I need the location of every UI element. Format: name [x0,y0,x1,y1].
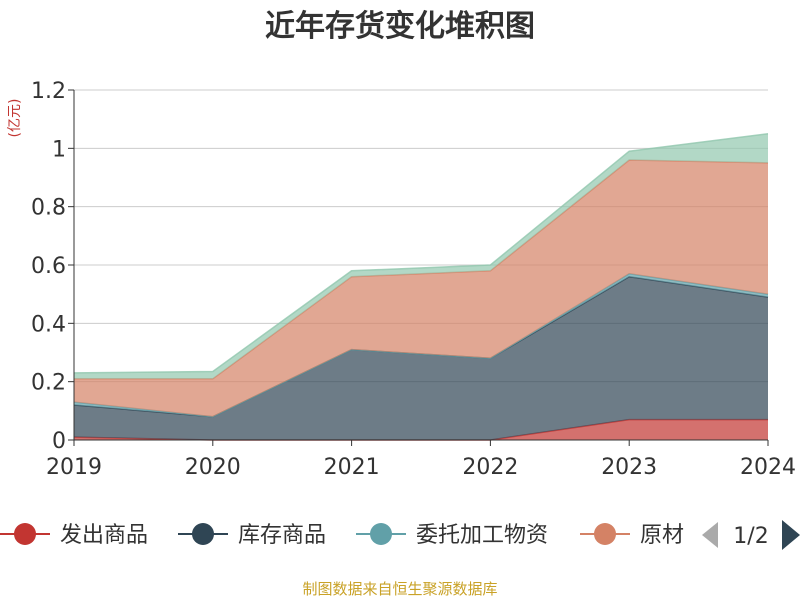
area-series [74,133,768,379]
y-tick-label: 0.4 [31,312,66,337]
legend-marker-icon [594,523,616,545]
legend-label: 库存商品 [238,523,326,548]
legend-prev-icon[interactable] [702,522,718,548]
y-axis-ticks: 0 0.2 0.4 0.6 0.8 1 1.2 [31,79,74,454]
legend-marker-icon [192,523,214,545]
legend-page-indicator: 1/2 [733,524,768,549]
legend-label: 原材 [640,523,684,548]
area-series [73,133,769,441]
area-原材料 [74,160,768,417]
y-tick-label: 0 [52,429,66,454]
x-tick-label: 2021 [324,455,380,480]
x-tick-label: 2020 [185,455,241,480]
legend-pager: 1/2 [702,520,800,550]
legend-label: 委托加工物资 [416,523,548,548]
legend-next-icon[interactable] [782,520,800,550]
x-axis-ticks: 2019 2020 2021 2022 2023 2024 [46,440,796,480]
chart-title: 近年存货变化堆积图 [265,9,535,44]
y-tick-label: 0.8 [31,196,66,221]
y-tick-label: 1 [52,137,66,162]
x-tick-label: 2022 [462,455,518,480]
area-edge-line [73,133,769,374]
legend-label: 发出商品 [60,523,148,548]
x-tick-label: 2023 [601,455,657,480]
legend-item[interactable]: 库存商品 [178,523,326,548]
y-tick-label: 1.2 [31,79,66,104]
y-tick-label: 0.6 [31,254,66,279]
y-axis-unit: (亿元) [7,99,23,138]
legend-item[interactable]: 委托加工物资 [356,523,548,548]
data-source-note: 制图数据来自恒生聚源数据库 [302,580,497,598]
y-tick-label: 0.2 [31,371,66,396]
legend-marker-icon [14,523,36,545]
legend-item[interactable]: 发出商品 [0,523,148,548]
legend-marker-icon [370,523,392,545]
area-库存商品 [74,276,768,440]
legend[interactable]: 发出商品 库存商品 委托加工物资 原材 [0,523,684,548]
legend-item[interactable]: 原材 [580,523,684,548]
x-tick-label: 2019 [46,455,102,480]
x-tick-label: 2024 [740,455,796,480]
